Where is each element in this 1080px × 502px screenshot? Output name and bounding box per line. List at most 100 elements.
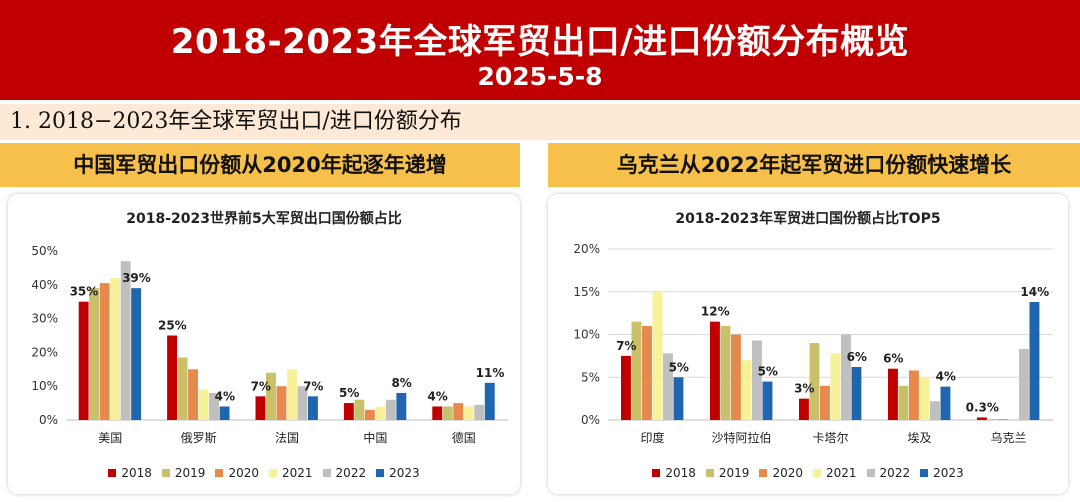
page-title: 2018-2023年全球军贸出口/进口份额分布概览	[170, 22, 910, 62]
data-label: 0.3%	[966, 400, 999, 414]
bar	[99, 283, 110, 420]
bar	[830, 353, 841, 420]
x-tick-label: 埃及	[907, 431, 931, 445]
bar	[710, 321, 720, 420]
bar	[652, 291, 663, 420]
bar	[762, 381, 773, 420]
bar	[354, 399, 365, 420]
legend-item: 2023	[376, 466, 420, 480]
data-label: 25%	[158, 319, 187, 333]
y-tick-label: 30%	[31, 312, 58, 326]
bar	[977, 417, 987, 420]
x-tick-label: 德国	[452, 430, 476, 445]
legend-item: 2018	[108, 466, 152, 480]
bar	[287, 369, 297, 420]
x-tick-label: 法国	[275, 431, 299, 445]
bar	[375, 406, 386, 420]
legend-swatch	[215, 469, 224, 477]
legend-item: 2018	[652, 466, 696, 480]
y-tick-label: 15%	[573, 285, 600, 299]
export-chart-legend: 2018 2019 2020 2021 2022 2023	[8, 466, 520, 480]
bar	[663, 353, 673, 420]
page-date: 2025-5-8	[477, 62, 603, 91]
data-label: 7%	[616, 339, 636, 353]
x-tick-label: 卡塔尔	[812, 430, 848, 445]
legend-item: 2021	[269, 466, 313, 480]
data-label: 8%	[391, 376, 411, 390]
bar	[120, 261, 131, 420]
data-label: 4%	[215, 389, 235, 403]
bar	[308, 396, 318, 420]
bar	[940, 386, 951, 420]
legend-swatch	[108, 469, 117, 477]
bar	[110, 278, 121, 420]
right-panel-heading: 乌克兰从2022年起军贸进口份额快速增长	[548, 143, 1080, 187]
bar	[673, 377, 684, 420]
bar	[809, 343, 820, 420]
legend-item: 2022	[322, 466, 367, 480]
legend-item: 2022	[866, 466, 911, 480]
bar	[343, 403, 354, 420]
data-label: 39%	[122, 271, 151, 285]
legend-swatch	[759, 469, 768, 477]
legend-swatch	[161, 469, 170, 477]
bar	[998, 419, 1008, 420]
data-label: 4%	[936, 370, 956, 384]
bar	[463, 406, 474, 420]
legend-swatch	[322, 469, 331, 477]
bar	[177, 357, 188, 420]
import-chart-title: 2018-2023年军贸进口国份额占比TOP5	[675, 211, 941, 227]
bar	[432, 406, 443, 420]
data-label: 7%	[303, 379, 323, 393]
legend-label: 2022	[335, 466, 367, 480]
y-tick-label: 0%	[39, 413, 58, 427]
bar	[297, 386, 308, 420]
data-label: 4%	[427, 389, 447, 403]
bar	[276, 386, 287, 420]
section-heading: 1. 2018−2023年全球军贸出口/进口份额分布	[0, 104, 1080, 140]
y-tick-label: 5%	[581, 370, 600, 384]
legend-item: 2019	[161, 466, 205, 480]
export-chart-title: 2018-2023世界前5大军贸出口国份额占比	[126, 211, 402, 227]
legend-swatch	[652, 469, 661, 477]
bar	[89, 288, 100, 420]
bar	[198, 389, 209, 420]
bar	[720, 325, 731, 420]
x-tick-label: 俄罗斯	[181, 431, 217, 445]
bar	[442, 406, 453, 420]
bar	[930, 401, 940, 420]
legend-swatch	[376, 469, 385, 477]
legend-label: 2020	[772, 466, 803, 480]
bar	[888, 368, 898, 420]
y-tick-label: 20%	[31, 345, 58, 359]
import-chart-card: 2018-2023年军贸进口国份额占比TOP5 0% 5% 10% 15% 20% 印度 沙…	[548, 194, 1068, 494]
bar	[799, 398, 809, 420]
legend-item: 2020	[215, 466, 259, 480]
data-label: 6%	[883, 352, 903, 366]
y-tick-label: 40%	[31, 278, 58, 292]
data-label: 5%	[669, 360, 689, 374]
bar	[131, 288, 142, 420]
bar	[78, 301, 89, 420]
legend-label: 2018	[121, 466, 152, 480]
bar	[364, 409, 375, 420]
x-tick-label: 中国	[363, 430, 387, 445]
bar	[188, 369, 198, 420]
legend-swatch	[920, 469, 929, 477]
export-chart-card: 2018-2023世界前5大军贸出口国份额占比 0% 10% 20% 30% 40% 50…	[8, 194, 520, 494]
data-label: 12%	[701, 305, 730, 319]
legend-label: 2020	[228, 466, 259, 480]
legend-label: 2022	[879, 466, 911, 480]
bar	[255, 396, 266, 420]
x-tick-label: 美国	[98, 431, 122, 445]
legend-item: 2020	[759, 466, 803, 480]
bar	[219, 406, 230, 420]
legend-label: 2023	[933, 466, 964, 480]
bar	[909, 370, 919, 420]
data-label: 3%	[794, 382, 814, 396]
legend-swatch	[269, 469, 277, 477]
bar	[167, 335, 177, 420]
y-tick-label: 0%	[581, 413, 600, 427]
bar	[1029, 302, 1040, 420]
legend-item: 2021	[813, 466, 857, 480]
